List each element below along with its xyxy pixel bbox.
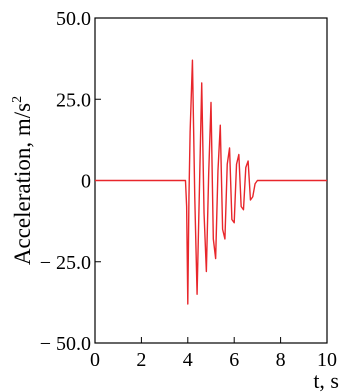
y-tick-label: 0 <box>81 171 91 193</box>
y-tick-label: − 50.0 <box>40 333 91 355</box>
y-axis-label-text: Acceleration, m/s <box>10 103 35 265</box>
y-tick-labels: 50.0 25.0 0 − 25.0 − 50.0 <box>40 8 91 355</box>
x-tick-label: 0 <box>90 349 100 371</box>
x-tick-label: 2 <box>136 349 146 371</box>
y-tick-label: − 25.0 <box>40 252 91 274</box>
series-line <box>95 59 327 305</box>
x-tick-labels: 0 2 4 6 8 10 <box>90 349 337 371</box>
x-tick-label: 8 <box>276 349 286 371</box>
axis-ticks <box>94 17 328 344</box>
y-axis-label: Acceleration, m/s2 <box>10 96 35 265</box>
x-axis-label: t, s <box>313 368 339 392</box>
y-tick-label: 25.0 <box>56 89 91 111</box>
x-tick-label: 10 <box>317 349 337 371</box>
y-axis-label-sup: 2 <box>10 96 25 103</box>
x-tick-label: 6 <box>229 349 239 371</box>
y-tick-label: 50.0 <box>56 8 91 30</box>
x-tick-label: 4 <box>183 349 193 371</box>
